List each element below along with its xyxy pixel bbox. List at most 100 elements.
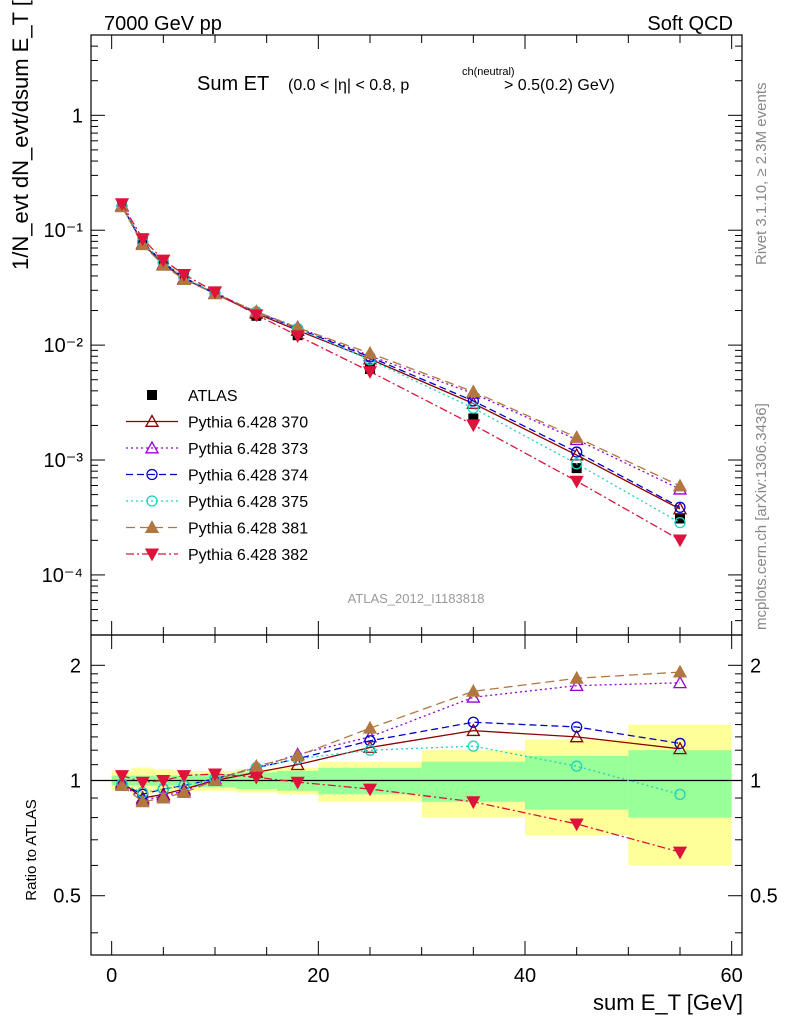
series-point-main — [290, 330, 305, 344]
series-point-main — [207, 286, 223, 300]
series-point-ratio — [672, 675, 688, 689]
y-tick-label: 1 — [72, 105, 83, 127]
series-point-ratio — [290, 776, 305, 790]
series-point-ratio — [569, 729, 584, 743]
series-line-ratio — [121, 773, 681, 853]
series-point-main — [466, 384, 481, 398]
y-tick-label: 10⁻² — [44, 335, 84, 357]
atlas-point — [571, 463, 582, 474]
legend-marker — [144, 548, 160, 562]
series-point-ratio — [290, 757, 305, 771]
series-point-ratio — [249, 771, 264, 785]
series-point-ratio — [674, 737, 686, 750]
series-point-ratio — [466, 796, 481, 810]
series-point-ratio — [114, 778, 130, 792]
uncertainty-bands — [91, 724, 742, 866]
series-point-ratio — [569, 818, 584, 832]
ratio-frame — [90, 634, 743, 956]
series-point-ratio — [207, 768, 223, 782]
series-point-ratio — [156, 790, 171, 804]
series-point-ratio — [114, 770, 130, 783]
legend-label: Pythia 6.428 381 — [188, 521, 308, 538]
legend-marker — [144, 414, 160, 427]
y-tick-label: 10⁻¹ — [44, 220, 84, 242]
legend-label-atlas: ATLAS — [188, 388, 238, 405]
series-point-main — [571, 446, 583, 458]
series-point-ratio — [135, 794, 150, 808]
x-tick-label: 40 — [514, 965, 536, 987]
series-point-main — [466, 396, 481, 409]
series-point-main — [249, 309, 264, 323]
legend-marker — [144, 440, 160, 454]
series-line-main — [121, 205, 681, 510]
y-tick-label: 10⁻⁴ — [42, 565, 83, 587]
series-point-main — [362, 366, 378, 379]
ratio-tick-label-left: 2 — [70, 655, 81, 677]
analysis-id: ATLAS_2012_I1183818 — [348, 591, 485, 606]
series-p382 — [114, 198, 688, 860]
series-point-main — [674, 501, 686, 513]
header-right: Soft QCD — [647, 13, 733, 35]
atlas-point — [468, 413, 479, 424]
series-point-main — [569, 475, 584, 489]
x-tick-label: 20 — [307, 965, 329, 987]
series-point-ratio — [672, 741, 688, 755]
mcplots-label: mcplots.cern.ch [arXiv:1306.3436] — [753, 403, 770, 630]
ratio-tick-label-left: 1 — [70, 771, 81, 793]
series-point-main — [569, 430, 584, 443]
xaxis-label: sum E_T [GeV] — [593, 990, 743, 1015]
legend-marker — [144, 520, 160, 533]
series-point-ratio — [571, 760, 583, 772]
plot-frames: 0 20 40 60 10⁻⁴ 10⁻³ 10⁻² 10⁻¹ 1 0.5 0.5 1 1 2 2 — [42, 34, 778, 987]
series-point-ratio — [672, 664, 688, 678]
legend: ATLAS Pythia 6.428 370 Pythia 6.428 373 Pyt… — [126, 388, 308, 564]
series-point-ratio — [135, 776, 150, 790]
header-left: 7000 GeV pp — [104, 13, 222, 35]
series-point-main — [674, 516, 686, 529]
series-point-ratio — [156, 775, 171, 788]
legend-label: Pythia 6.428 382 — [188, 547, 308, 564]
series-point-ratio — [569, 678, 584, 692]
series-point-main — [672, 534, 688, 548]
band-inner — [628, 750, 732, 818]
series-layer — [114, 198, 688, 860]
series-point-ratio — [674, 788, 686, 801]
series-point-main — [466, 419, 481, 433]
legend-marker — [146, 468, 158, 481]
title-cut-sup: ch(neutral) — [462, 66, 515, 78]
rivet-label: Rivet 3.1.10, ≥ 2.3M events — [753, 83, 770, 266]
series-point-main — [571, 458, 583, 470]
series-point-ratio — [466, 723, 481, 737]
legend-label: Pythia 6.428 375 — [188, 494, 308, 511]
series-point-ratio — [467, 716, 479, 728]
legend-marker — [146, 495, 158, 507]
ratio-tick-label-right: 2 — [750, 655, 761, 677]
series-point-main — [135, 233, 150, 247]
main-frame — [90, 34, 743, 636]
title-cut-end: > 0.5(0.2) GeV) — [504, 77, 615, 94]
legend-marker-atlas — [147, 390, 157, 400]
ratio-tick-label-left: 0.5 — [53, 886, 81, 908]
legend-label: Pythia 6.428 374 — [188, 468, 308, 485]
band-inner — [421, 761, 525, 802]
series-point-ratio — [569, 670, 584, 684]
legend-label: Pythia 6.428 373 — [188, 441, 308, 458]
series-point-main — [569, 447, 584, 461]
ratio-tick-label-right: 0.5 — [750, 886, 778, 908]
series-line-ratio — [121, 682, 681, 801]
series-point-ratio — [176, 770, 192, 783]
x-tick-label: 60 — [721, 965, 743, 987]
series-point-ratio — [571, 721, 583, 733]
ratio-tick-label-right: 1 — [750, 771, 761, 793]
atlas-point — [675, 513, 685, 524]
series-line-ratio — [121, 745, 681, 795]
series-point-main — [176, 269, 192, 282]
series-point-ratio — [466, 684, 481, 697]
title-main: Sum ET — [197, 73, 269, 95]
y-tick-label: 10⁻³ — [44, 450, 84, 472]
series-point-ratio — [467, 740, 479, 752]
legend-label: Pythia 6.428 370 — [188, 415, 308, 432]
series-line-main — [121, 205, 681, 508]
